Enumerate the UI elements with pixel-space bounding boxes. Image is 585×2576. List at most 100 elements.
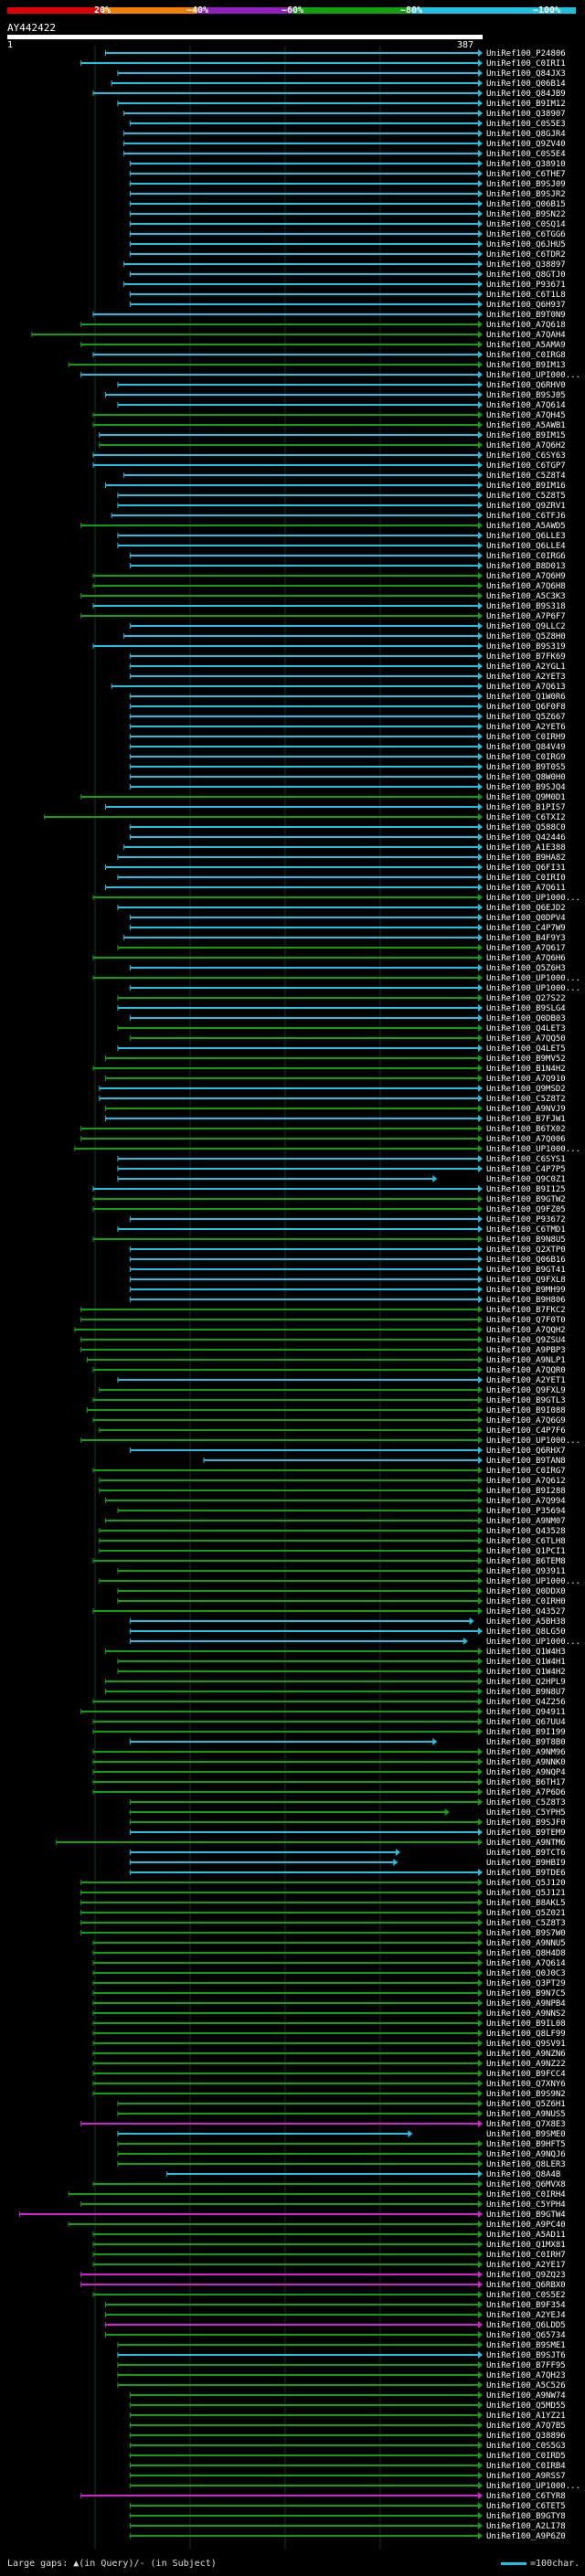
- hit-label[interactable]: UniRef100_C0IRH4: [486, 2190, 566, 2200]
- hit-label[interactable]: UniRef100_B8D013: [486, 562, 566, 571]
- hit-label[interactable]: UniRef100_B6TH17: [486, 1778, 566, 1787]
- hit-label[interactable]: UniRef100_C5Z8T5: [486, 492, 566, 501]
- hit-label[interactable]: UniRef100_A1YZ21: [486, 2412, 566, 2421]
- hit-label[interactable]: UniRef100_Q84JB9: [486, 90, 566, 99]
- hit-label[interactable]: UniRef100_B9GTL3: [486, 1396, 566, 1405]
- hit-label[interactable]: UniRef100_A9RSS7: [486, 2472, 566, 2481]
- hit-label[interactable]: UniRef100_B9FCC4: [486, 2070, 566, 2079]
- hit-label[interactable]: UniRef100_B9IM16: [486, 482, 566, 491]
- hit-label[interactable]: UniRef100_C0IRG7: [486, 1467, 566, 1476]
- hit-label[interactable]: UniRef100_UP1000...: [486, 2482, 580, 2491]
- hit-label[interactable]: UniRef100_B9SJQ4: [486, 783, 566, 792]
- hit-label[interactable]: UniRef100_Q8A4B: [486, 2170, 560, 2179]
- hit-label[interactable]: UniRef100_B9GT41: [486, 1266, 566, 1275]
- hit-label[interactable]: UniRef100_A7Q6G9: [486, 1416, 566, 1426]
- hit-label[interactable]: UniRef100_A7Q6H9: [486, 572, 566, 581]
- hit-label[interactable]: UniRef100_B9S9N2: [486, 2090, 566, 2099]
- hit-label[interactable]: UniRef100_A9PC40: [486, 2221, 566, 2230]
- hit-label[interactable]: UniRef100_Q588C0: [486, 823, 566, 832]
- hit-label[interactable]: UniRef100_A5AWD5: [486, 522, 566, 531]
- hit-label[interactable]: UniRef100_B9I125: [486, 1185, 566, 1194]
- hit-label[interactable]: UniRef100_P24806: [486, 49, 566, 58]
- hit-label[interactable]: UniRef100_C5Z8T2: [486, 1095, 566, 1104]
- hit-label[interactable]: UniRef100_B1PIS7: [486, 803, 566, 812]
- hit-label[interactable]: UniRef100_B9TAN8: [486, 1457, 566, 1466]
- hit-label[interactable]: UniRef100_A7Q7B5: [486, 2422, 566, 2431]
- hit-label[interactable]: UniRef100_A9NM07: [486, 1517, 566, 1526]
- hit-label[interactable]: UniRef100_A2LI78: [486, 2522, 566, 2531]
- hit-label[interactable]: UniRef100_B9SLG4: [486, 1004, 566, 1013]
- hit-label[interactable]: UniRef100_Q38907: [486, 110, 566, 119]
- hit-label[interactable]: UniRef100_C0S5E2: [486, 2291, 566, 2300]
- hit-label[interactable]: UniRef100_B9GTW4: [486, 2210, 566, 2220]
- hit-label[interactable]: UniRef100_C5Z8T4: [486, 472, 566, 481]
- hit-label[interactable]: UniRef100_C5YPH4: [486, 2200, 566, 2210]
- hit-label[interactable]: UniRef100_B9N8U7: [486, 1688, 566, 1697]
- hit-label[interactable]: UniRef100_B1N4H2: [486, 1065, 566, 1074]
- hit-label[interactable]: UniRef100_Q5Z021: [486, 1909, 566, 1918]
- hit-label[interactable]: UniRef100_A5AD11: [486, 2231, 566, 2240]
- hit-label[interactable]: UniRef100_Q27S22: [486, 994, 566, 1003]
- hit-label[interactable]: UniRef100_Q5J120: [486, 1879, 566, 1888]
- hit-label[interactable]: UniRef100_A9P6Z0: [486, 2532, 566, 2541]
- hit-label[interactable]: UniRef100_Q6LLE4: [486, 542, 566, 551]
- hit-label[interactable]: UniRef100_Q9M0D1: [486, 793, 566, 802]
- hit-label[interactable]: UniRef100_A9NQJ6: [486, 2150, 566, 2159]
- hit-label[interactable]: UniRef100_A2YET3: [486, 673, 566, 682]
- hit-label[interactable]: UniRef100_A7Q6H2: [486, 441, 566, 451]
- hit-label[interactable]: UniRef100_A7Q612: [486, 1477, 566, 1486]
- hit-label[interactable]: UniRef100_B9I199: [486, 1728, 566, 1737]
- hit-label[interactable]: UniRef100_B9TEM9: [486, 1829, 566, 1838]
- hit-label[interactable]: UniRef100_Q8LER3: [486, 2160, 566, 2169]
- hit-label[interactable]: UniRef100_Q5Z8H0: [486, 632, 566, 641]
- hit-label[interactable]: UniRef100_A7QAH4: [486, 331, 566, 340]
- hit-label[interactable]: UniRef100_C4P7F6: [486, 1426, 566, 1436]
- hit-label[interactable]: UniRef100_Q06B16: [486, 1256, 566, 1265]
- hit-label[interactable]: UniRef100_B7FK69: [486, 652, 566, 662]
- hit-label[interactable]: UniRef100_B9IM13: [486, 361, 566, 370]
- hit-label[interactable]: UniRef100_Q42446: [486, 833, 566, 843]
- hit-label[interactable]: UniRef100_B9SJR2: [486, 190, 566, 199]
- hit-label[interactable]: UniRef100_Q43528: [486, 1527, 566, 1536]
- hit-label[interactable]: UniRef100_C0IRG9: [486, 753, 566, 762]
- hit-label[interactable]: UniRef100_Q6JHU5: [486, 240, 566, 249]
- hit-label[interactable]: UniRef100_B9T8B0: [486, 1738, 566, 1747]
- hit-label[interactable]: UniRef100_A7QH45: [486, 411, 566, 420]
- hit-label[interactable]: UniRef100_Q8LF99: [486, 2030, 566, 2039]
- hit-label[interactable]: UniRef100_B9HA82: [486, 853, 566, 863]
- hit-label[interactable]: UniRef100_UP1000...: [486, 1436, 580, 1446]
- hit-label[interactable]: UniRef100_Q1PCI1: [486, 1547, 566, 1556]
- hit-label[interactable]: UniRef100_Q1W4H3: [486, 1648, 566, 1657]
- hit-label[interactable]: UniRef100_A7Q611: [486, 884, 566, 893]
- hit-label[interactable]: UniRef100_Q43527: [486, 1607, 566, 1617]
- hit-label[interactable]: UniRef100_Q9SV91: [486, 2040, 566, 2049]
- hit-label[interactable]: UniRef100_B7FJW1: [486, 1115, 566, 1124]
- hit-label[interactable]: UniRef100_Q6RHX7: [486, 1447, 566, 1456]
- hit-label[interactable]: UniRef100_C0IRG8: [486, 351, 566, 360]
- hit-label[interactable]: UniRef100_P93672: [486, 1215, 566, 1224]
- hit-label[interactable]: UniRef100_B9T0N9: [486, 311, 566, 320]
- hit-label[interactable]: UniRef100_UP1000...: [486, 894, 580, 903]
- hit-label[interactable]: UniRef100_A9NTM6: [486, 1839, 566, 1848]
- hit-label[interactable]: UniRef100_Q5Z667: [486, 713, 566, 722]
- hit-label[interactable]: UniRef100_A7Q613: [486, 683, 566, 692]
- hit-label[interactable]: UniRef100_C5Z8T3: [486, 1919, 566, 1928]
- hit-label[interactable]: UniRef100_Q67UU4: [486, 1718, 566, 1727]
- hit-label[interactable]: UniRef100_Q06B14: [486, 80, 566, 89]
- hit-label[interactable]: UniRef100_A7Q006: [486, 1135, 566, 1144]
- hit-label[interactable]: UniRef100_A7P6D6: [486, 1788, 566, 1797]
- hit-label[interactable]: UniRef100_Q8W0H0: [486, 773, 566, 782]
- hit-label[interactable]: UniRef100_A5C526: [486, 2381, 566, 2390]
- hit-label[interactable]: UniRef100_A9NQP4: [486, 1768, 566, 1777]
- hit-label[interactable]: UniRef100_C4P7P5: [486, 1165, 566, 1174]
- hit-label[interactable]: UniRef100_Q6LLE3: [486, 532, 566, 541]
- hit-label[interactable]: UniRef100_B9SME0: [486, 2130, 566, 2139]
- hit-label[interactable]: UniRef100_B9MV52: [486, 1055, 566, 1064]
- hit-label[interactable]: UniRef100_C6THE7: [486, 170, 566, 179]
- hit-label[interactable]: UniRef100_A7Q994: [486, 1497, 566, 1506]
- hit-label[interactable]: UniRef100_A9NUS5: [486, 2110, 566, 2119]
- hit-label[interactable]: UniRef100_B9I088: [486, 1406, 566, 1415]
- hit-label[interactable]: UniRef100_B9SJT6: [486, 2351, 566, 2360]
- hit-label[interactable]: UniRef100_A9NNS2: [486, 2009, 566, 2019]
- hit-label[interactable]: UniRef100_B7FKC2: [486, 1306, 566, 1315]
